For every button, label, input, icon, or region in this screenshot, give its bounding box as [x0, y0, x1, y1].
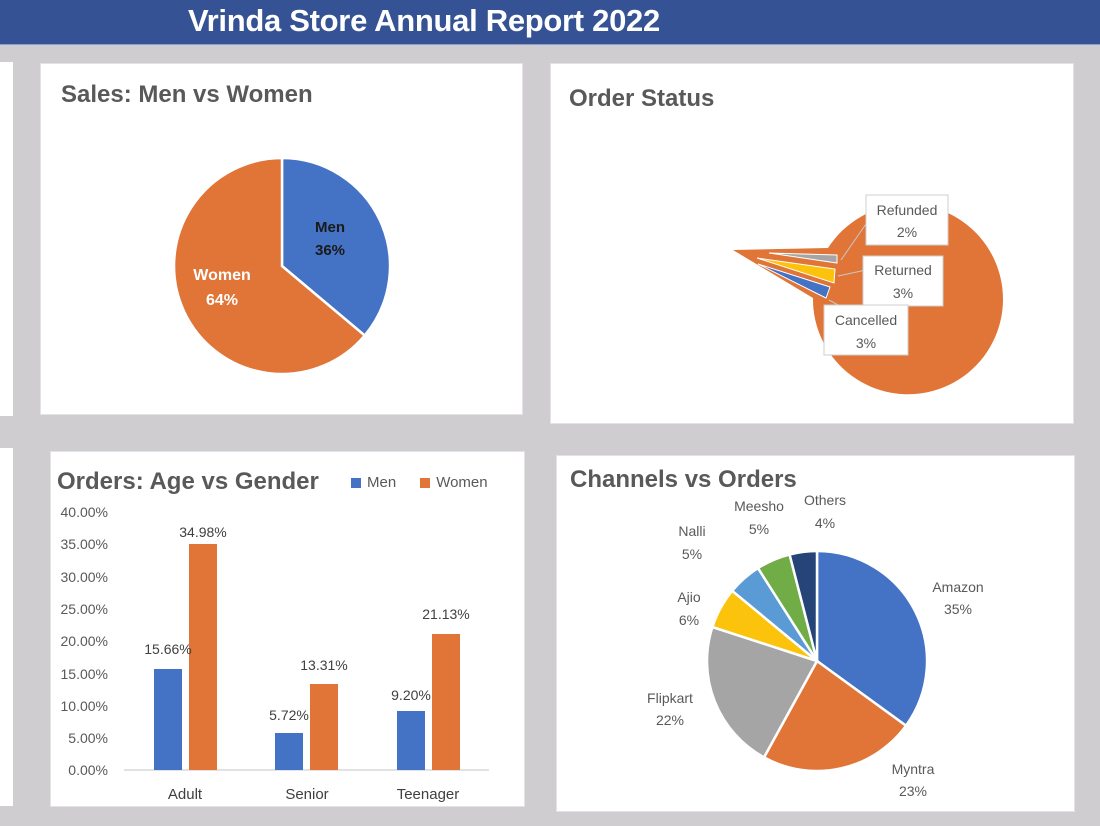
chart-title: Orders: Age vs Gender: [57, 468, 319, 495]
refunded-callout: Refunded 2%: [865, 194, 949, 246]
svg-text:5.00%: 5.00%: [68, 730, 108, 746]
pie-slice-amazon[interactable]: [815, 549, 929, 728]
legend-men-label: Men: [367, 474, 397, 491]
report-title: Vrinda Store Annual Report 2022: [188, 3, 660, 38]
bar-senior-women[interactable]: [310, 684, 338, 770]
legend-men-swatch: [351, 477, 361, 488]
svg-text:5.72%: 5.72%: [269, 707, 309, 723]
delivered-label: Delivered: [667, 230, 730, 246]
bar-data-labels: 15.66% 34.98% 5.72% 13.31% 9.20% 21.13%: [144, 524, 469, 723]
pie-data-labels: Amazon 35% Myntra 23% Flipkart 22% Ajio …: [647, 492, 984, 799]
svg-text:35%: 35%: [944, 601, 972, 617]
pie-slice-men[interactable]: [280, 156, 392, 338]
svg-text:Nalli: Nalli: [678, 523, 705, 539]
svg-text:30.00%: 30.00%: [61, 569, 108, 585]
cancelled-pct: 3%: [856, 335, 876, 351]
pie-slice-refunded[interactable]: [768, 252, 838, 264]
legend-women-swatch: [420, 477, 431, 488]
svg-text:5%: 5%: [749, 521, 769, 537]
age-gender-bar-chart: 40.00% 35.00% 30.00% 25.00% 20.00% 15.00…: [61, 504, 489, 803]
report-header: Vrinda Store Annual Report 2022: [0, 0, 1100, 45]
channels-pie: Amazon 35% Myntra 23% Flipkart 22% Ajio …: [647, 492, 984, 799]
bar-teenager-men[interactable]: [397, 711, 425, 770]
svg-text:35.00%: 35.00%: [61, 536, 108, 552]
pie-slice-returned[interactable]: [756, 257, 836, 284]
bar-senior-men[interactable]: [275, 733, 303, 770]
returned-label: Returned: [874, 262, 932, 278]
sales-gender-chart-card[interactable]: Sales: Men vs Women Men 36% Women 64%: [40, 63, 523, 415]
svg-text:13.31%: 13.31%: [300, 657, 347, 673]
cancelled-callout: Cancelled 3%: [823, 304, 909, 356]
refunded-pct: 2%: [897, 224, 917, 240]
men-pct-label: 36%: [315, 242, 345, 259]
returned-callout: Returned 3%: [862, 255, 944, 307]
svg-text:5%: 5%: [682, 546, 702, 562]
left-partial-panel-top: [0, 62, 13, 416]
y-axis-ticks: 40.00% 35.00% 30.00% 25.00% 20.00% 15.00…: [61, 504, 108, 778]
svg-text:Teenager: Teenager: [397, 786, 460, 803]
chart-title: Order Status: [569, 85, 715, 112]
svg-text:10.00%: 10.00%: [61, 698, 108, 714]
svg-text:Ajio: Ajio: [677, 589, 701, 605]
women-label: Women: [193, 267, 250, 284]
svg-text:Myntra: Myntra: [892, 761, 935, 777]
bar-teenager-women[interactable]: [432, 634, 460, 770]
pie-slice-cancelled[interactable]: [757, 263, 831, 299]
bar-adult-women[interactable]: [189, 544, 217, 770]
women-pct-label: 64%: [206, 292, 238, 309]
svg-text:34.98%: 34.98%: [179, 524, 226, 540]
svg-text:40.00%: 40.00%: [61, 504, 108, 520]
svg-text:20.00%: 20.00%: [61, 633, 108, 649]
sales-gender-pie: Men 36% Women 64%: [172, 156, 392, 376]
legend-women-label: Women: [436, 474, 488, 491]
order-status-chart-card[interactable]: Order Status Delivered Refunded 2% Retur…: [550, 63, 1074, 424]
chart-title: Sales: Men vs Women: [61, 81, 313, 108]
left-partial-panel-bottom: [0, 448, 13, 806]
svg-text:15.66%: 15.66%: [144, 641, 191, 657]
svg-text:22%: 22%: [656, 712, 684, 728]
pie-slice-myntra[interactable]: [762, 659, 908, 773]
svg-text:4%: 4%: [815, 515, 835, 531]
pie-slice-flipkart[interactable]: [705, 625, 819, 760]
cancelled-label: Cancelled: [835, 312, 897, 328]
x-axis-categories: Adult Senior Teenager: [168, 786, 459, 803]
refunded-label: Refunded: [877, 202, 938, 218]
age-gender-chart-card[interactable]: Orders: Age vs Gender Men Women 40.00% 3…: [50, 451, 525, 807]
svg-text:Meesho: Meesho: [734, 498, 784, 514]
svg-text:9.20%: 9.20%: [391, 687, 431, 703]
svg-text:23%: 23%: [899, 783, 927, 799]
svg-text:Others: Others: [804, 492, 846, 508]
svg-text:0.00%: 0.00%: [68, 762, 108, 778]
svg-text:21.13%: 21.13%: [422, 606, 469, 622]
svg-text:6%: 6%: [679, 612, 699, 628]
returned-pct: 3%: [893, 285, 913, 301]
pie-slice-women[interactable]: [172, 156, 367, 376]
channels-orders-chart-card[interactable]: Channels vs Orders Amazon 35% Myntra 23%…: [556, 455, 1075, 812]
svg-text:Adult: Adult: [168, 786, 203, 803]
order-status-pie: Delivered Refunded 2% Returned 3% Cancel…: [667, 194, 1003, 395]
svg-text:25.00%: 25.00%: [61, 601, 108, 617]
pie-slice-others[interactable]: [788, 549, 819, 662]
chart-legend: Men Women: [351, 474, 488, 491]
chart-title: Channels vs Orders: [570, 466, 797, 493]
svg-text:Senior: Senior: [285, 786, 328, 803]
men-label: Men: [315, 219, 345, 236]
bar-adult-men[interactable]: [154, 669, 182, 770]
svg-text:15.00%: 15.00%: [61, 666, 108, 682]
svg-text:Amazon: Amazon: [932, 579, 983, 595]
svg-text:Flipkart: Flipkart: [647, 690, 693, 706]
